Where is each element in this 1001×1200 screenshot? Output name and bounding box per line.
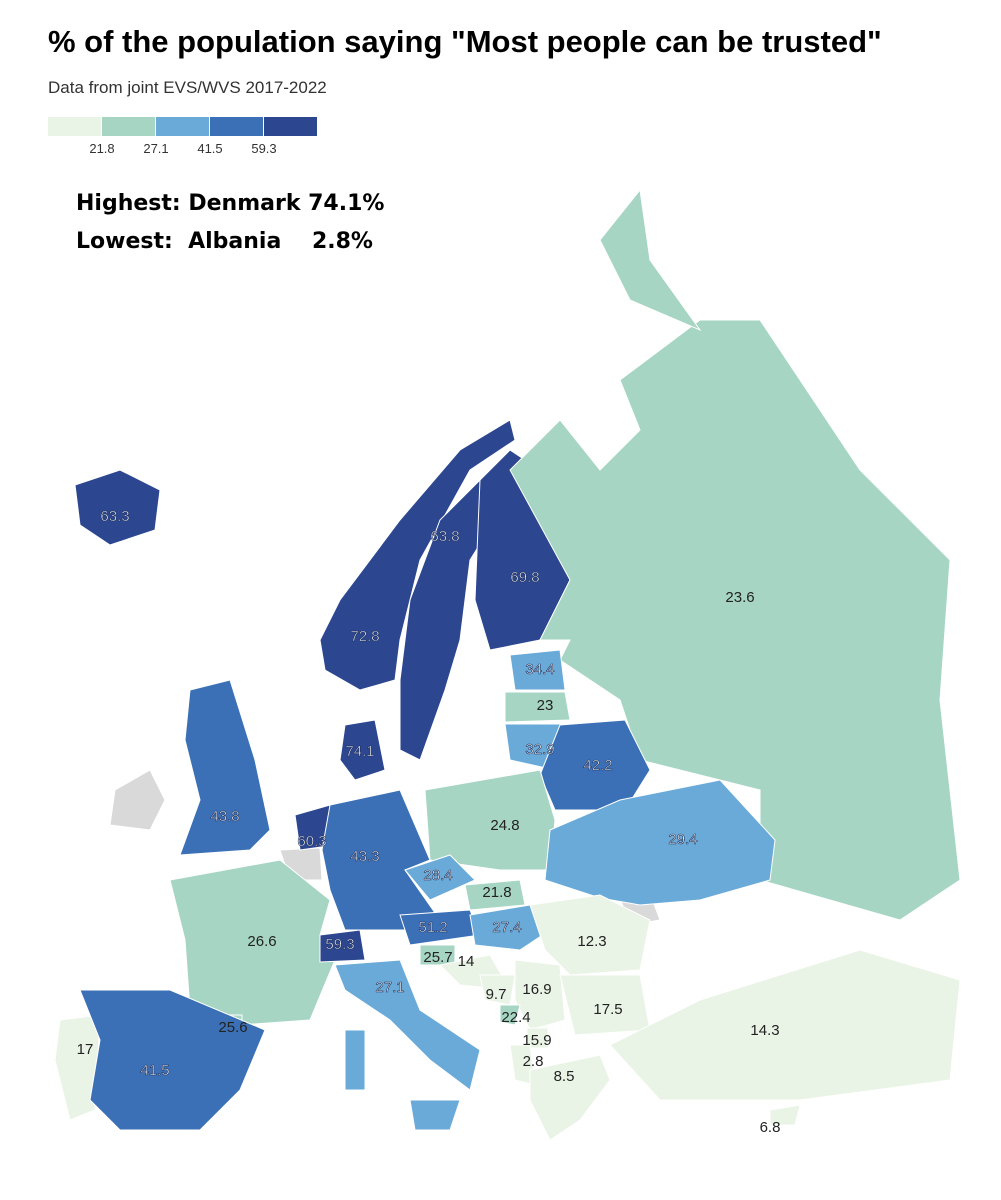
- legend-label: 27.1: [143, 141, 168, 156]
- region-value: 6.8: [760, 1119, 781, 1136]
- region-value: 69.8: [510, 569, 539, 586]
- region-value: 25.7: [423, 949, 452, 966]
- region-value: 29.4: [668, 831, 697, 848]
- region: [509, 319, 961, 921]
- region-value: 43.3: [350, 848, 379, 865]
- subtitle: Data from joint EVS/WVS 2017-2022: [48, 78, 327, 97]
- region-value: 21.8: [482, 884, 511, 901]
- legend-swatch: [48, 117, 101, 136]
- region: [54, 1014, 101, 1121]
- region: [339, 719, 386, 781]
- region: [179, 679, 271, 856]
- legend: 21.8 27.1 41.5 59.3: [48, 117, 317, 156]
- region: [469, 904, 551, 951]
- legend-label: 41.5: [197, 141, 222, 156]
- no-data: [109, 769, 166, 831]
- region-value: 51.2: [418, 919, 447, 936]
- region-value: 60.3: [297, 833, 326, 850]
- region-value: 27.4: [492, 919, 521, 936]
- highlight: Lowest: Albania 2.8%: [76, 229, 373, 254]
- region-value: 34.4: [525, 661, 554, 678]
- legend-label: 21.8: [89, 141, 114, 156]
- region: [74, 469, 161, 546]
- legend-swatch: [102, 117, 155, 136]
- region: [769, 1104, 801, 1126]
- region-value: 15.9: [522, 1032, 551, 1049]
- region: [544, 779, 776, 906]
- region-value: 27.1: [375, 979, 404, 996]
- labels: 63.3 72.8 63.8 69.8 23.6 34.4 23 32.9 42.2 74.1 43…: [77, 508, 781, 1136]
- region: [599, 188, 702, 332]
- legend-swatch: [156, 117, 209, 136]
- region: [514, 959, 566, 1031]
- regions: [54, 188, 961, 1141]
- region: [319, 929, 366, 963]
- region: [404, 854, 476, 901]
- region-value: 14.3: [750, 1022, 779, 1039]
- region: [529, 894, 651, 976]
- region-value: 23: [537, 697, 554, 714]
- region-value: 2.8: [523, 1053, 544, 1070]
- region: [609, 949, 961, 1101]
- region-value: 43.8: [210, 808, 239, 825]
- region-value: 32.9: [525, 741, 554, 758]
- region-value: 9.7: [486, 986, 507, 1003]
- region: [79, 989, 266, 1131]
- region: [509, 649, 566, 691]
- region: [399, 479, 496, 761]
- region-value: 17: [77, 1041, 94, 1058]
- region-value: 22.4: [501, 1009, 530, 1026]
- region: [526, 1027, 549, 1049]
- region-value: 12.3: [577, 933, 606, 950]
- region: [334, 959, 481, 1091]
- region-value: 63.3: [100, 508, 129, 525]
- region-value: 42.2: [583, 757, 612, 774]
- region-value: 25.6: [218, 1019, 247, 1036]
- region-value: 28.4: [423, 867, 452, 884]
- title: % of the population saying "Most people …: [48, 24, 882, 59]
- region: [344, 1029, 366, 1091]
- region: [169, 859, 336, 1026]
- region: [321, 789, 441, 931]
- region-value: 26.6: [247, 933, 276, 950]
- region-value: 63.8: [430, 528, 459, 545]
- region-value: 16.9: [522, 981, 551, 998]
- highlight: Highest: Denmark 74.1%: [76, 191, 384, 216]
- region: [529, 1054, 611, 1141]
- region-value: 41.5: [140, 1062, 169, 1079]
- region-value: 23.6: [725, 589, 754, 606]
- legend-swatch: [264, 117, 317, 136]
- region-value: 14: [458, 953, 475, 970]
- region: [319, 419, 516, 691]
- region-value: 74.1: [345, 743, 374, 760]
- legend-swatch: [210, 117, 263, 136]
- legend-label: 59.3: [251, 141, 276, 156]
- region-value: 59.3: [325, 936, 354, 953]
- region-value: 72.8: [350, 628, 379, 645]
- region-value: 24.8: [490, 817, 519, 834]
- region: [464, 879, 526, 911]
- region: [409, 1099, 461, 1131]
- region-value: 17.5: [593, 1001, 622, 1018]
- region: [504, 691, 571, 723]
- region: [499, 1004, 521, 1026]
- region-value: 8.5: [554, 1068, 575, 1085]
